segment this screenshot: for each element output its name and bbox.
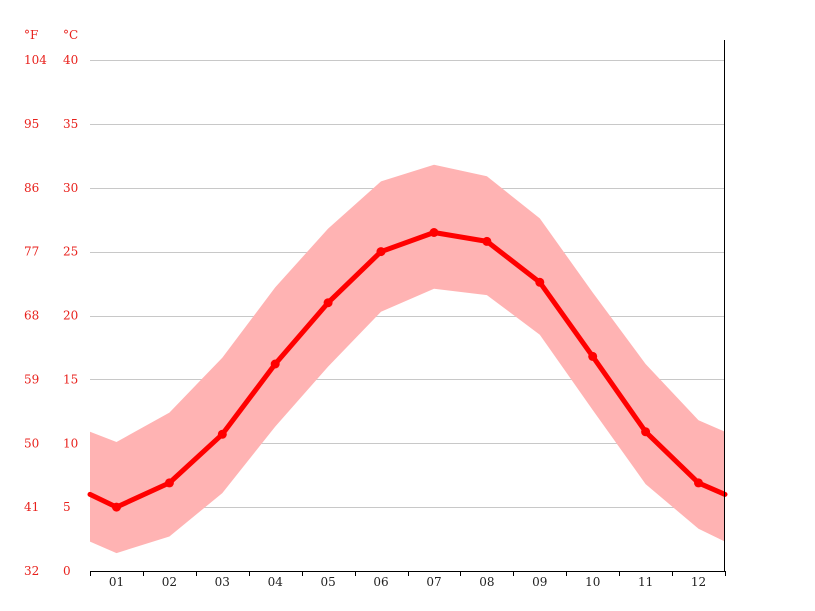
x-tick-label: 12 xyxy=(691,575,706,589)
mean-point xyxy=(376,247,386,257)
mean-point xyxy=(217,429,227,439)
unit-label-fahrenheit: °F xyxy=(24,28,38,42)
unit-label-celsius: °C xyxy=(63,28,78,42)
mean-point xyxy=(535,277,545,287)
celsius-tick-label: 15 xyxy=(63,372,78,386)
mean-point xyxy=(164,478,174,488)
x-tick-label: 11 xyxy=(638,575,653,589)
mean-point xyxy=(323,298,333,308)
x-tick-label: 10 xyxy=(585,575,600,589)
fahrenheit-tick-label: 50 xyxy=(24,436,39,450)
x-tick-label: 06 xyxy=(373,575,388,589)
mean-point xyxy=(112,502,121,512)
fahrenheit-tick-label: 59 xyxy=(24,372,39,386)
fahrenheit-tick-label: 104 xyxy=(24,53,47,67)
fahrenheit-tick-label: 95 xyxy=(24,117,39,131)
x-tick-label: 09 xyxy=(532,575,547,589)
celsius-tick-label: 20 xyxy=(63,309,78,323)
mean-point xyxy=(429,228,439,237)
x-tick-label: 07 xyxy=(426,575,441,589)
mean-point xyxy=(482,236,492,246)
temperature-range-band xyxy=(90,164,725,554)
fahrenheit-tick-label: 32 xyxy=(24,564,39,578)
mean-temperature-points xyxy=(112,228,703,512)
x-tick-label: 03 xyxy=(215,575,230,589)
x-axis-ticks: 01 02 03 04 05 06 07 08 09 10 11 12 xyxy=(90,571,726,589)
x-tick-label: 04 xyxy=(268,575,284,589)
celsius-tick-label: 30 xyxy=(63,181,78,195)
fahrenheit-tick-label: 41 xyxy=(24,500,39,514)
mean-point xyxy=(694,478,703,488)
celsius-tick-label: 0 xyxy=(63,564,71,578)
celsius-tick-label: 5 xyxy=(63,500,71,514)
celsius-tick-label: 35 xyxy=(63,117,78,131)
mean-point xyxy=(270,359,280,369)
celsius-tick-label: 25 xyxy=(63,245,78,259)
mean-point xyxy=(641,427,651,437)
mean-point xyxy=(588,351,598,361)
celsius-tick-label: 40 xyxy=(63,53,78,67)
x-tick-label: 02 xyxy=(162,575,177,589)
x-tick-label: 08 xyxy=(479,575,494,589)
y-axis-labels: 32 0 41 5 50 10 59 15 68 20 77 25 86 30 95 35 104 40 xyxy=(24,53,78,578)
x-tick-label: 05 xyxy=(320,575,335,589)
fahrenheit-tick-label: 86 xyxy=(24,181,39,195)
celsius-tick-label: 10 xyxy=(63,436,78,450)
mean-temperature-line xyxy=(87,230,728,510)
x-tick-label: 01 xyxy=(109,575,124,589)
fahrenheit-tick-label: 68 xyxy=(24,309,39,323)
fahrenheit-tick-label: 77 xyxy=(24,245,39,259)
